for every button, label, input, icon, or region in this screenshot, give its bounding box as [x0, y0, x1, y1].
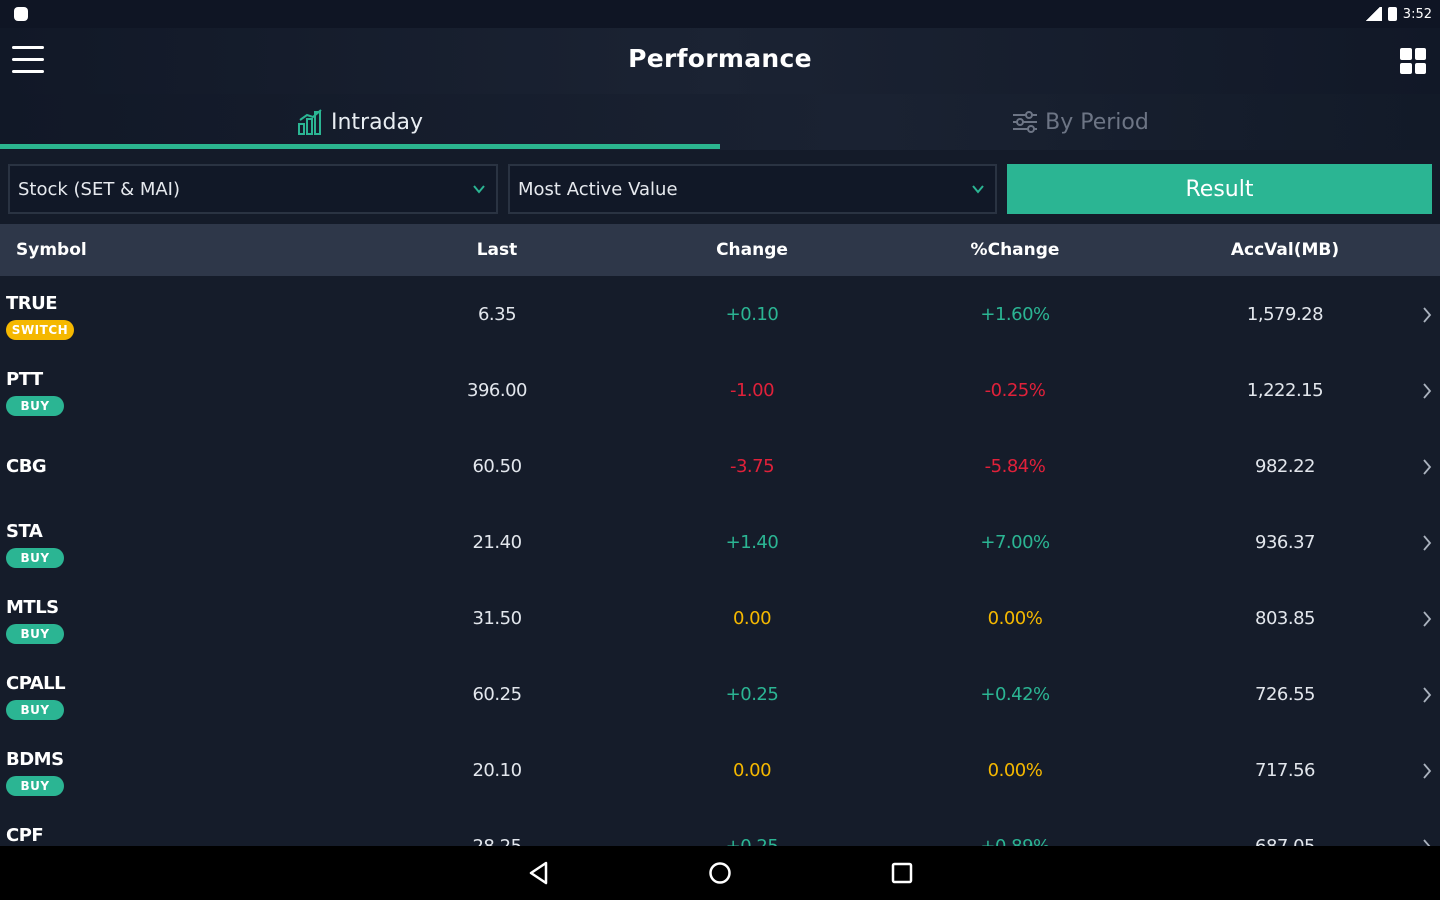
- ranking-select-value: Most Active Value: [518, 179, 678, 200]
- tab-bar: Intraday By Period: [0, 94, 1440, 150]
- chevron-right-icon: [1423, 459, 1432, 475]
- chevron-right-icon: [1423, 611, 1432, 627]
- column-header-acc-val[interactable]: AccVal(MB): [1230, 240, 1340, 260]
- tab-by-period-label: By Period: [1045, 109, 1149, 135]
- recents-square-icon[interactable]: [889, 860, 915, 886]
- pct-change-value: +0.89%: [980, 836, 1050, 846]
- table-header: Symbol Last Change %Change AccVal(MB): [0, 224, 1440, 276]
- last-price: 6.35: [477, 304, 517, 325]
- acc-val: 726.55: [1255, 684, 1315, 705]
- status-badge: BUY: [6, 700, 64, 720]
- symbol: STA: [6, 521, 43, 542]
- tab-intraday[interactable]: Intraday: [0, 94, 720, 150]
- column-header-change[interactable]: Change: [716, 240, 788, 260]
- change-value: +0.25: [726, 836, 779, 846]
- status-bar: 3:52: [0, 0, 1440, 28]
- filter-bar: Stock (SET & MAI) Most Active Value Resu…: [0, 150, 1440, 224]
- last-price: 31.50: [472, 608, 522, 629]
- last-price: 28.25: [472, 836, 522, 846]
- tab-by-period[interactable]: By Period: [720, 94, 1440, 150]
- clock: 3:52: [1402, 6, 1432, 22]
- acc-val: 1,579.28: [1246, 304, 1324, 325]
- acc-val: 936.37: [1255, 532, 1315, 553]
- hamburger-icon[interactable]: [12, 46, 44, 74]
- acc-val: 803.85: [1255, 608, 1315, 629]
- pct-change-value: 0.00%: [987, 608, 1043, 629]
- chevron-right-icon: [1423, 535, 1432, 551]
- symbol: CPALL: [6, 673, 66, 694]
- table-row[interactable]: PTT BUY 396.00 -1.00 -0.25% 1,222.15: [0, 352, 1440, 429]
- last-price: 21.40: [472, 532, 522, 553]
- symbol: PTT: [6, 369, 43, 390]
- system-nav-bar: [0, 846, 1440, 900]
- table-row[interactable]: MTLS BUY 31.50 0.00 0.00% 803.85: [0, 580, 1440, 657]
- change-value: +1.40: [725, 532, 779, 553]
- chevron-down-icon: [473, 185, 485, 194]
- tab-intraday-label: Intraday: [330, 109, 424, 135]
- pct-change-value: +1.60%: [980, 304, 1050, 325]
- status-badge: BUY: [6, 548, 64, 568]
- app-bar: Performance: [0, 28, 1440, 94]
- acc-val: 982.22: [1255, 456, 1315, 477]
- signal-icon: [1363, 7, 1382, 21]
- pct-change-value: +7.00%: [980, 532, 1050, 553]
- table-row[interactable]: BDMS BUY 20.10 0.00 0.00% 717.56: [0, 732, 1440, 809]
- acc-val: 1,222.15: [1246, 380, 1324, 401]
- chevron-right-icon: [1423, 839, 1431, 846]
- battery-icon: [1387, 7, 1397, 21]
- table-row[interactable]: CPALL BUY 60.25 +0.25 +0.42% 726.55: [0, 656, 1440, 733]
- back-triangle-icon[interactable]: [526, 860, 552, 886]
- notification-icon: [14, 7, 28, 21]
- last-price: 60.25: [472, 684, 522, 705]
- change-value: -3.75: [729, 456, 775, 477]
- symbol: TRUE: [6, 293, 58, 314]
- status-badge: SWITCH: [6, 320, 74, 340]
- change-value: -1.00: [729, 380, 775, 401]
- chevron-right-icon: [1423, 763, 1432, 779]
- change-value: +0.10: [725, 304, 779, 325]
- symbol: CPF: [6, 825, 44, 846]
- symbol: BDMS: [6, 749, 64, 770]
- column-header-pct-change[interactable]: %Change: [970, 240, 1060, 260]
- status-badge: BUY: [6, 776, 64, 796]
- grid-icon[interactable]: [1400, 48, 1426, 74]
- change-value: 0.00: [732, 608, 772, 629]
- home-circle-icon[interactable]: [707, 860, 733, 886]
- result-button[interactable]: Result: [1007, 164, 1432, 214]
- table-row[interactable]: TRUE SWITCH 6.35 +0.10 +1.60% 1,579.28: [0, 276, 1440, 353]
- system-tray: 3:52: [1363, 5, 1432, 23]
- symbol: CBG: [6, 456, 47, 477]
- pct-change-value: +0.42%: [980, 684, 1050, 705]
- last-price: 60.50: [472, 456, 522, 477]
- chevron-down-icon: [972, 185, 984, 194]
- market-select-value: Stock (SET & MAI): [18, 179, 181, 200]
- last-price: 396.00: [467, 380, 527, 401]
- table-row[interactable]: CBG 60.50 -3.75 -5.84% 982.22: [0, 428, 1440, 505]
- bar-chart-icon: [297, 109, 322, 135]
- change-value: 0.00: [732, 760, 772, 781]
- column-header-symbol[interactable]: Symbol: [16, 240, 87, 260]
- acc-val: 717.56: [1255, 760, 1315, 781]
- acc-val: 687.05: [1255, 836, 1315, 846]
- chevron-right-icon: [1423, 383, 1432, 399]
- page-title: Performance: [628, 44, 812, 73]
- pct-change-value: -0.25%: [984, 380, 1046, 401]
- symbol: MTLS: [6, 597, 59, 618]
- table-row[interactable]: STA BUY 21.40 +1.40 +7.00% 936.37: [0, 504, 1440, 581]
- chevron-right-icon: [1423, 307, 1432, 323]
- column-header-last[interactable]: Last: [476, 240, 518, 260]
- active-tab-indicator: [0, 144, 720, 149]
- last-price: 20.10: [472, 760, 522, 781]
- change-value: +0.25: [725, 684, 779, 705]
- ranking-select[interactable]: Most Active Value: [508, 164, 997, 214]
- market-select[interactable]: Stock (SET & MAI): [8, 164, 498, 214]
- pct-change-value: -5.84%: [984, 456, 1046, 477]
- status-badge: BUY: [6, 396, 64, 416]
- pct-change-value: 0.00%: [987, 760, 1043, 781]
- sliders-icon: [1013, 111, 1038, 133]
- stock-list: TRUE SWITCH 6.35 +0.10 +1.60% 1,579.28 P…: [0, 276, 1440, 846]
- table-row[interactable]: CPF 28.25 +0.25 +0.89% 687.05: [0, 808, 1440, 846]
- status-badge: BUY: [6, 624, 64, 644]
- chevron-right-icon: [1423, 687, 1432, 703]
